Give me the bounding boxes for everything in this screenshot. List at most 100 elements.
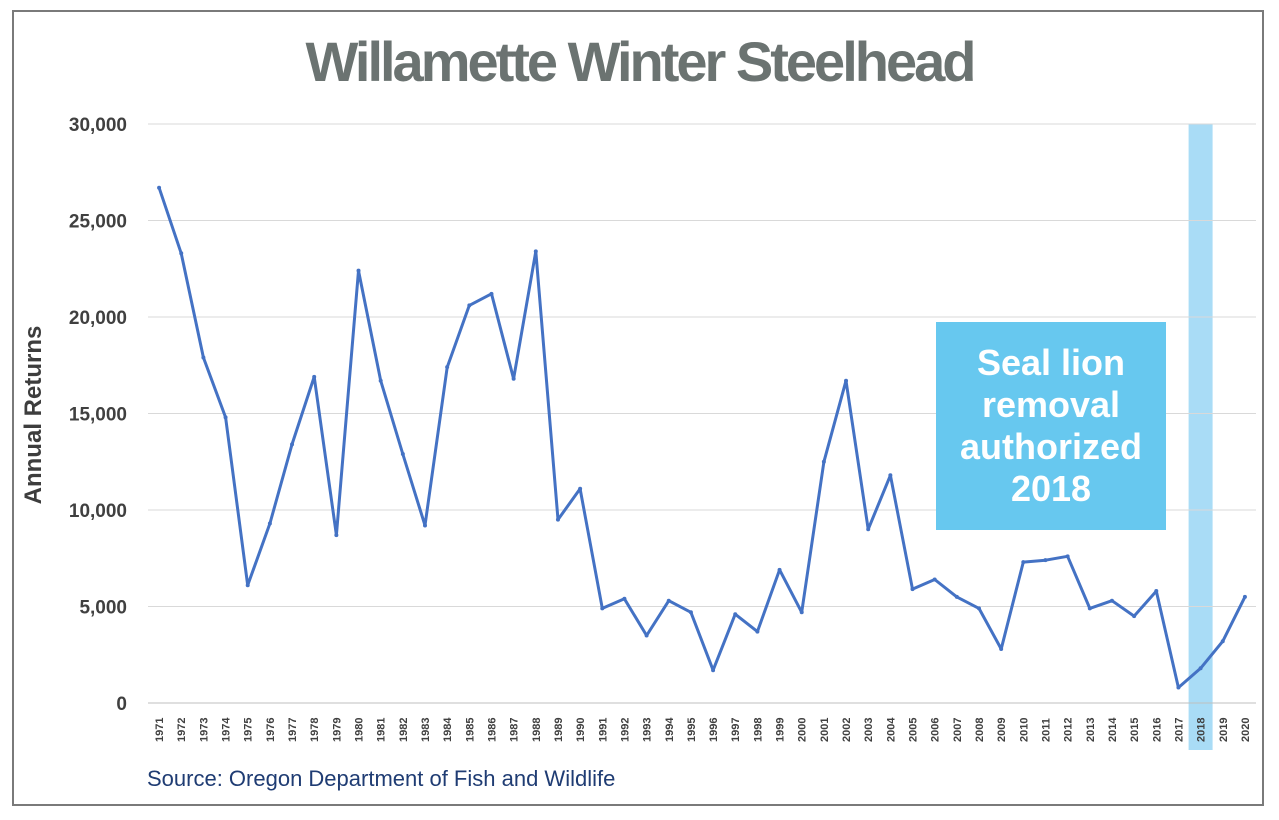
x-tick-label: 1999 [775, 718, 787, 742]
data-point [622, 596, 627, 601]
data-point [1176, 685, 1181, 690]
data-point [977, 606, 981, 611]
x-tick-label: 1997 [730, 718, 742, 742]
data-point [267, 521, 272, 526]
data-point [1154, 589, 1159, 594]
data-point [378, 378, 383, 383]
data-point [511, 376, 516, 381]
x-tick-label: 1994 [664, 717, 676, 742]
data-point [999, 646, 1004, 651]
y-tick-label: 10,000 [69, 501, 127, 522]
data-point [1109, 598, 1114, 603]
x-tick-label: 2002 [841, 718, 853, 742]
data-point [1220, 639, 1225, 644]
x-tick-label: 1988 [531, 718, 543, 742]
x-tick-label: 2009 [996, 718, 1008, 742]
x-tick-label: 2014 [1107, 717, 1119, 742]
x-tick-label: 1987 [509, 718, 521, 742]
x-tick-label: 1981 [376, 718, 388, 742]
data-point [467, 303, 472, 308]
data-point [1043, 558, 1048, 563]
data-point [821, 459, 826, 464]
data-point [578, 486, 583, 491]
data-point [688, 610, 693, 615]
x-tick-label: 1982 [398, 718, 410, 742]
x-tick-label: 2004 [885, 717, 897, 742]
data-point [356, 268, 361, 273]
data-point [245, 583, 250, 588]
x-tick-label: 2015 [1129, 718, 1141, 742]
x-tick-label: 1978 [309, 718, 321, 742]
x-tick-label: 1998 [752, 718, 764, 742]
data-point [799, 610, 804, 615]
chart-frame [12, 10, 1264, 806]
x-tick-label: 1974 [221, 717, 233, 742]
data-point [1198, 666, 1203, 671]
x-tick-label: 1971 [154, 718, 166, 742]
y-tick-label: 15,000 [69, 405, 127, 426]
x-tick-label: 1980 [354, 718, 366, 742]
data-point [1065, 554, 1070, 559]
x-tick-label: 1977 [287, 718, 299, 742]
chart-title: Willamette Winter Steelhead [305, 30, 977, 93]
x-tick-label: 2012 [1063, 718, 1075, 742]
x-tick-label: 2007 [952, 718, 964, 742]
x-tick-label: 1986 [486, 718, 498, 742]
data-point [600, 606, 605, 611]
data-point [1132, 614, 1137, 619]
x-tick-label: 2013 [1085, 718, 1097, 742]
x-tick-label: 1976 [265, 718, 277, 742]
x-tick-label: 2008 [974, 718, 986, 742]
x-tick-label: 1985 [464, 718, 476, 742]
data-point [777, 567, 782, 572]
data-point [489, 291, 494, 296]
highlight-band-2018 [1188, 124, 1213, 750]
x-tick-label: 1992 [619, 718, 631, 742]
annotation-callout: Seal lion removal authorized 2018 [936, 322, 1166, 530]
data-point [223, 415, 228, 420]
data-point [954, 594, 959, 599]
x-tick-label: 2001 [819, 718, 831, 742]
data-point [844, 378, 849, 383]
x-tick-label: 1991 [597, 718, 609, 742]
x-tick-label: 1990 [575, 718, 587, 742]
x-tick-label: 1973 [198, 718, 210, 742]
source-note: Source: Oregon Department of Fish and Wi… [147, 766, 616, 791]
x-tick-label: 2010 [1018, 718, 1030, 742]
data-point [157, 185, 162, 190]
data-point [932, 577, 937, 582]
x-tick-label: 2016 [1151, 718, 1163, 742]
x-tick-label: 2000 [797, 718, 809, 742]
x-tick-label: 2005 [908, 718, 920, 742]
data-point [400, 452, 405, 457]
y-tick-label: 25,000 [69, 212, 127, 233]
data-point [555, 517, 560, 522]
data-point [1087, 606, 1092, 611]
x-tick-label: 1996 [708, 718, 720, 742]
y-tick-label: 0 [116, 694, 127, 715]
y-tick-label: 30,000 [69, 115, 127, 136]
x-tick-label: 1993 [642, 718, 654, 742]
x-tick-label: 2003 [863, 718, 875, 742]
data-point [755, 629, 760, 634]
y-tick-label: 20,000 [69, 308, 127, 329]
data-point [644, 633, 649, 638]
x-tick-label: 2018 [1196, 718, 1208, 742]
data-point [666, 598, 671, 603]
x-tick-label: 2017 [1173, 718, 1185, 742]
data-point [888, 473, 893, 478]
data-point [445, 365, 450, 370]
data-point [711, 668, 716, 673]
data-point [334, 533, 339, 538]
x-tick-label: 1989 [553, 718, 565, 742]
y-tick-label: 5,000 [79, 598, 127, 619]
series-line [157, 186, 1247, 690]
x-tick-label: 1972 [176, 718, 188, 742]
x-tick-label: 1979 [331, 718, 343, 742]
x-tick-label: 2011 [1040, 718, 1052, 742]
data-point [290, 442, 295, 447]
data-point [423, 523, 427, 528]
x-tick-label: 1995 [686, 718, 698, 742]
x-tick-label: 1983 [420, 718, 432, 742]
x-tick-label: 2020 [1240, 718, 1252, 742]
